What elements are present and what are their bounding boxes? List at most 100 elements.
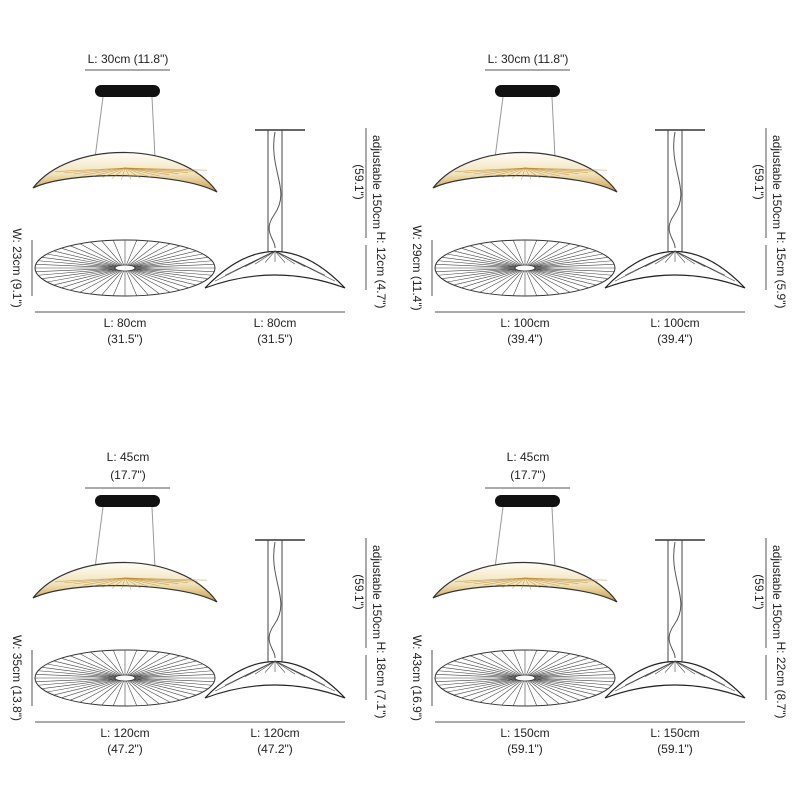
- lamp-shade: [32, 151, 218, 193]
- top-view-spoke: [112, 270, 124, 296]
- top-view-spoke: [90, 241, 122, 266]
- top-view-center: [114, 674, 136, 682]
- shade-rib: [464, 167, 526, 174]
- shade-rib: [524, 577, 551, 588]
- side-shade: [604, 250, 746, 289]
- top-view-spoke: [529, 243, 571, 266]
- top-view-spoke: [501, 680, 523, 706]
- top-view-spoke: [112, 650, 124, 676]
- side-length-label: (31.5"): [257, 332, 293, 346]
- top-view-spoke: [133, 663, 203, 677]
- shade-rib: [502, 577, 526, 588]
- top-view-spoke: [70, 680, 120, 701]
- product-panel: L: 30cm (11.8") W: 23cm (9.1") L: 80cm (31.…: [10, 52, 388, 346]
- top-view-spoke: [526, 650, 538, 676]
- top-view-center: [514, 264, 536, 272]
- lamp-shade: [432, 151, 618, 193]
- top-view-spoke: [134, 268, 209, 280]
- shade-height-label: H: 22cm (8.7"): [774, 642, 788, 719]
- shade-rib: [521, 167, 526, 180]
- side-rib: [654, 660, 676, 675]
- canopy-length-label: (17.7"): [110, 468, 146, 482]
- top-view-spoke: [490, 270, 522, 295]
- top-view-spoke: [134, 678, 209, 690]
- top-view-spoke: [134, 268, 215, 272]
- shade-height-label: H: 12cm (4.7"): [374, 232, 388, 309]
- top-view-spoke: [131, 679, 189, 699]
- top-view-spoke: [512, 240, 524, 266]
- top-length-label: (47.2"): [107, 742, 143, 756]
- shade-rib: [64, 577, 126, 584]
- side-rib: [644, 250, 676, 268]
- shade-rib: [524, 167, 551, 178]
- shade-rib: [124, 167, 151, 178]
- top-view-spoke: [532, 250, 597, 267]
- side-rib: [664, 250, 676, 263]
- side-rib: [644, 660, 676, 678]
- top-view-spoke: [526, 270, 538, 296]
- top-view-spoke: [130, 245, 180, 266]
- top-view-spoke: [531, 679, 589, 699]
- top-length-label: L: 100cm: [500, 316, 549, 330]
- shade-rib: [483, 577, 526, 586]
- drop-length-label: adjustable 150cm: [770, 135, 784, 229]
- shade-height-label: H: 18cm (7.1"): [374, 642, 388, 719]
- top-view-spoke: [53, 250, 118, 267]
- top-view-spoke: [129, 270, 171, 293]
- top-view-spoke: [128, 651, 160, 676]
- top-view-spoke: [453, 269, 518, 286]
- shade-rib: [54, 167, 126, 172]
- top-view-spoke: [447, 253, 517, 267]
- side-rib: [674, 250, 736, 282]
- side-rib: [274, 660, 296, 675]
- top-view-spoke: [527, 270, 549, 296]
- side-length-label: (39.4"): [657, 332, 693, 346]
- top-view-spoke: [529, 653, 571, 676]
- top-view-spoke: [534, 268, 609, 280]
- top-view-spoke: [534, 264, 615, 268]
- top-view-spoke: [90, 680, 122, 705]
- top-view-spoke: [35, 264, 116, 268]
- top-view-spoke: [79, 243, 121, 266]
- canopy: [495, 85, 560, 97]
- shade-rib: [124, 167, 170, 176]
- top-view-spoke: [527, 240, 549, 266]
- top-view-spoke: [79, 653, 121, 676]
- side-rib: [654, 250, 676, 265]
- shade-rib: [124, 577, 160, 587]
- top-view-spoke: [126, 680, 138, 706]
- side-rib: [674, 250, 686, 263]
- top-view-spoke: [134, 260, 212, 268]
- canopy-length-label: L: 30cm (11.8"): [88, 52, 169, 66]
- top-view-spoke: [132, 250, 197, 267]
- top-length-label: L: 120cm: [100, 726, 149, 740]
- top-view-spoke: [134, 674, 215, 678]
- top-view-spoke: [47, 679, 117, 693]
- canopy-length-label: L: 45cm: [107, 450, 150, 464]
- top-view-spoke: [127, 270, 149, 296]
- top-view-spoke: [461, 679, 519, 699]
- shade-rib: [124, 167, 160, 177]
- side-shade: [204, 250, 346, 289]
- top-view-spoke: [533, 663, 603, 677]
- canopy-length-label: (17.7"): [510, 468, 546, 482]
- top-view-spoke: [131, 247, 189, 267]
- top-view-spoke: [70, 245, 120, 266]
- side-length-label: (47.2"): [257, 742, 293, 756]
- top-view-spoke: [461, 269, 519, 289]
- top-view-spoke: [530, 245, 580, 266]
- top-length-label: (59.1"): [507, 742, 543, 756]
- top-view-spoke: [527, 680, 549, 706]
- top-view-spoke: [479, 243, 521, 266]
- top-view-spoke: [461, 657, 519, 677]
- shade-rib: [524, 167, 541, 179]
- product-panel: L: 45cm (17.7") W: 35cm (13.8") L: 120cm (47…: [10, 450, 388, 756]
- top-view-spoke: [531, 269, 589, 289]
- top-view-spoke: [533, 253, 603, 267]
- top-view-spoke: [134, 678, 215, 682]
- shade-rib: [124, 577, 170, 586]
- top-view-spoke: [129, 243, 171, 266]
- shade-rib: [83, 167, 126, 176]
- top-view-spoke: [501, 270, 523, 296]
- top-view-spoke: [532, 679, 597, 696]
